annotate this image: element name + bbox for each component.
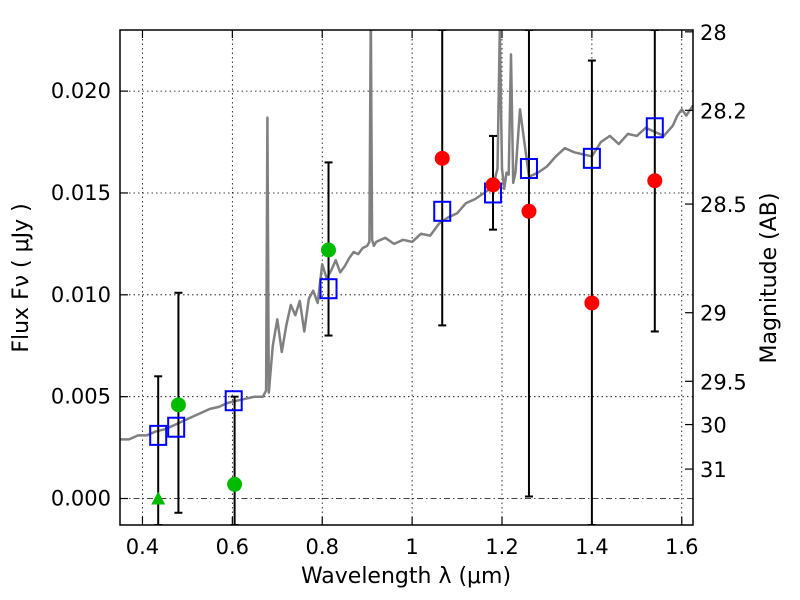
x-tick-label: 0.6 (216, 535, 249, 559)
model-photometry-square (433, 200, 452, 222)
optical-photometry-point (227, 476, 243, 492)
nir-photometry-point (584, 295, 600, 311)
x-tick-label: 1 (405, 535, 418, 559)
model-photometry-square (149, 424, 168, 446)
y-tick-label: 0.005 (51, 385, 111, 409)
error-bar (438, 30, 447, 327)
y-axis-ticks: 0.000 0.005 0.010 0.015 0.020 (51, 79, 128, 511)
nir-photometry-point (485, 177, 501, 193)
model-photometry-square (645, 117, 664, 139)
sed-model-line (120, 30, 693, 441)
magnitude-tick-label: 30 (700, 414, 727, 438)
x-tick-label: 1.2 (485, 535, 518, 559)
grid (120, 30, 693, 525)
upper-limit-triangle (151, 491, 166, 505)
nir-photometry-point (647, 173, 663, 189)
x-tick-label: 0.4 (126, 535, 159, 559)
model-photometry-square (224, 390, 243, 412)
error-bar (230, 395, 239, 525)
x-axis-ticks: 0.4 0.6 0.8 1 1.2 1.4 1.6 (126, 30, 698, 559)
plot-frame (119, 29, 694, 526)
model-photometry-square (582, 147, 601, 169)
magnitude-axis-label: Magnitude (AB) (757, 193, 782, 364)
plot-area (120, 30, 693, 525)
x-axis-label: Wavelength λ (μm) (301, 564, 511, 589)
y-tick-label: 0.020 (51, 79, 111, 103)
x-tick-label: 1.6 (665, 535, 698, 559)
optical-photometry-point (321, 242, 337, 258)
error-bar (524, 30, 533, 498)
model-photometry-square (319, 278, 338, 300)
model-photometry-square (519, 158, 538, 180)
optical-photometry-point (170, 397, 186, 413)
y-tick-label: 0.000 (51, 487, 111, 511)
nir-photometry-point (521, 203, 537, 219)
magnitude-tick-label: 29.5 (700, 370, 747, 394)
y-tick-label: 0.015 (51, 181, 111, 205)
magnitude-tick-label: 28 (700, 21, 727, 45)
y-tick-label: 0.010 (51, 283, 111, 307)
magnitude-tick-label: 31 (700, 458, 727, 482)
x-tick-label: 0.8 (306, 535, 339, 559)
y-axis-label: Flux Fν ( μJy ) (9, 203, 34, 352)
magnitude-axis-ticks: 28 28.2 28.5 29 29.5 30 31 (685, 21, 747, 482)
magnitude-tick-label: 29 (700, 302, 727, 326)
markers (149, 117, 664, 505)
magnitude-tick-label: 28.2 (700, 99, 747, 123)
magnitude-tick-label: 28.5 (700, 193, 747, 217)
x-tick-label: 1.4 (575, 535, 608, 559)
error-bar (587, 59, 596, 525)
nir-photometry-point (434, 150, 450, 166)
model-photometry-square (167, 416, 186, 438)
